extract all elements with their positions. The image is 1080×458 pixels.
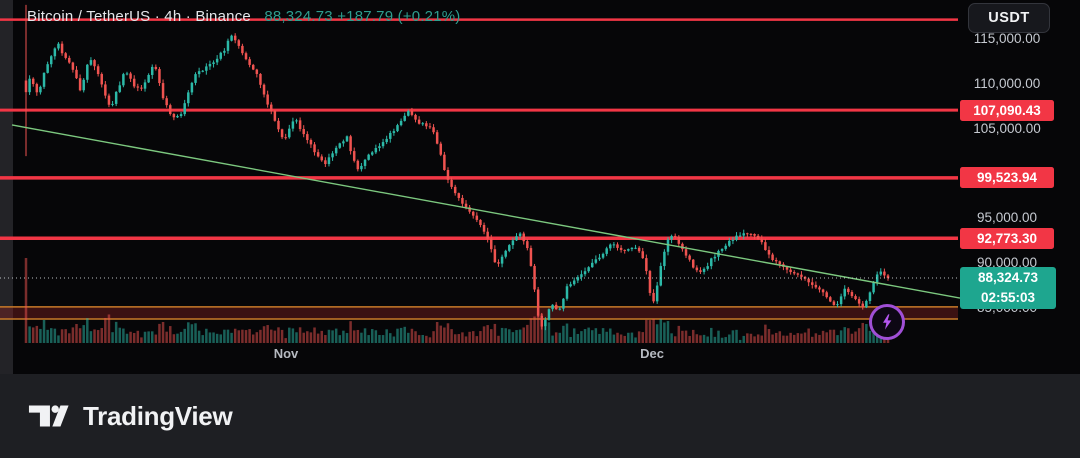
bar-countdown-timer: 02:55:03 bbox=[980, 290, 1036, 306]
price-scale[interactable]: 115,000.00 110,000.00 105,000.00 95,000.00 9… bbox=[960, 0, 1080, 374]
level-price-label: 99,523.94 bbox=[960, 167, 1054, 189]
price-tick-label: 110,000.00 bbox=[973, 76, 1041, 92]
candlestick-plot[interactable] bbox=[0, 0, 960, 374]
tradingview-brand-link[interactable]: TradingView bbox=[28, 400, 233, 432]
chart-canvas[interactable]: Bitcoin / TetherUS · 4h · Binance 88,324… bbox=[0, 0, 1080, 374]
last-price-countdown-label: 88,324.73 02:55:03 bbox=[960, 267, 1056, 310]
price-tick-label: 105,000.00 bbox=[973, 120, 1041, 136]
tradingview-brand-text: TradingView bbox=[83, 400, 233, 431]
price-tick-label: 90,000.00 bbox=[976, 255, 1038, 271]
currency-label: USDT bbox=[988, 10, 1030, 26]
level-price-label: 107,090.43 bbox=[960, 99, 1054, 121]
last-price-change: 88,324.73 +187.79 (+0.21%) bbox=[264, 8, 461, 25]
currency-toggle-button[interactable]: USDT bbox=[968, 3, 1050, 33]
left-edge-strip bbox=[0, 0, 13, 374]
tradingview-logo-icon bbox=[28, 405, 69, 427]
lightning-icon bbox=[883, 314, 892, 330]
price-tick-label: 95,000.00 bbox=[976, 210, 1038, 226]
flash-lightning-button[interactable] bbox=[869, 304, 905, 340]
level-price-label: 92,773.30 bbox=[960, 227, 1054, 249]
time-axis[interactable]: Nov Dec bbox=[0, 346, 960, 366]
symbol-title: Bitcoin / TetherUS · 4h · Binance bbox=[27, 8, 251, 25]
chart-legend[interactable]: Bitcoin / TetherUS · 4h · Binance 88,324… bbox=[27, 8, 461, 25]
price-tick-label: 115,000.00 bbox=[973, 31, 1041, 47]
last-price-value: 88,324.73 bbox=[977, 270, 1039, 286]
time-axis-label: Nov bbox=[273, 346, 299, 361]
footer-bar: TradingView bbox=[0, 374, 1080, 458]
time-axis-label: Dec bbox=[640, 346, 664, 361]
